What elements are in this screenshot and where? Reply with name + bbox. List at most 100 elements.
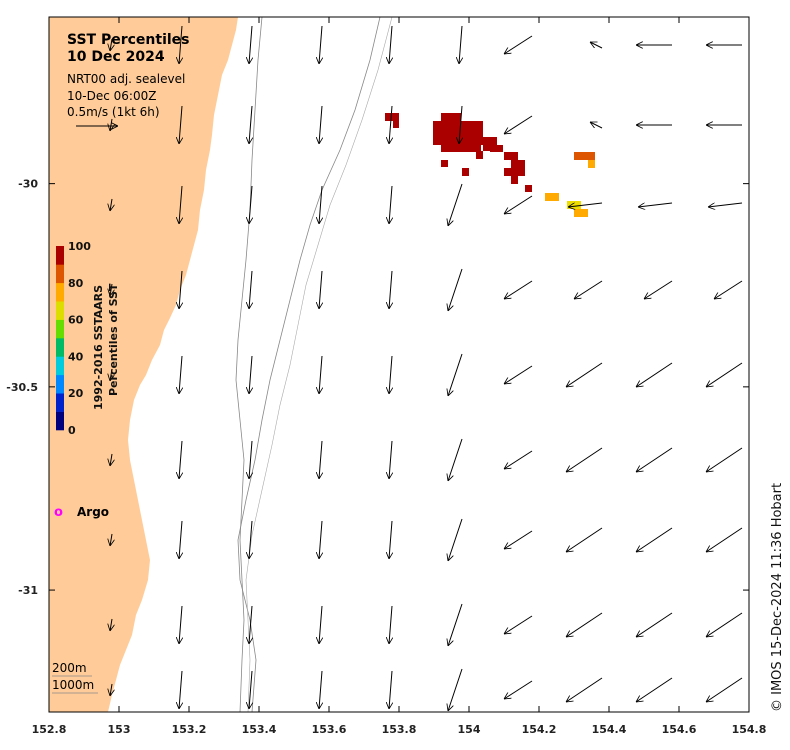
current-arrow [179,605,182,644]
current-arrow [590,121,603,129]
colorbar-swatch [56,246,64,265]
current-arrow [504,115,533,134]
current-arrow [110,618,112,631]
sst-cell [511,176,518,184]
colorbar-swatch [56,374,64,394]
x-tick-label: 153.6 [312,723,347,736]
current-arrow [459,105,462,144]
y-tick-label: -30.5 [6,381,38,394]
current-arrow [504,365,533,384]
current-arrow [706,362,743,387]
colorbar-swatch [56,301,64,320]
sst-cell [504,152,518,160]
colorbar-tick-label: 100 [68,240,91,253]
current-arrow [249,670,252,709]
current-arrow [319,670,322,709]
current-arrow [249,270,252,309]
current-arrow [319,270,322,309]
current-arrow [179,25,182,64]
current-arrow [504,280,533,299]
current-arrow [319,440,322,479]
isobath-label-200: 200m [52,661,87,675]
current-arrow [706,612,743,637]
current-arrow [459,25,462,64]
x-tick-label: 154.2 [522,723,557,736]
current-arrow [504,195,533,214]
current-arrow [319,520,322,559]
x-axis: 152.8 153 153.2 153.4 153.6 153.8 154 154.2 154.… [32,17,767,736]
colorbar-swatch [56,356,64,376]
current-arrow [389,355,392,394]
current-arrow [566,447,603,472]
current-arrow [389,605,392,644]
colorbar-tick-label: 80 [68,277,84,290]
land-mass [49,17,238,712]
current-arrow [389,270,392,309]
x-tick-label: 154.4 [592,723,627,736]
colorbar-tick-label: 40 [68,350,84,363]
x-tick-label: 154.8 [732,723,767,736]
current-arrow [179,355,182,394]
colorbar-swatch [56,338,64,357]
x-tick-label: 154.6 [662,723,697,736]
current-arrow [590,41,603,49]
sst-cell [574,209,588,217]
x-tick-label: 153.8 [382,723,417,736]
current-arrow [714,280,743,299]
current-vectors [110,25,743,711]
x-tick-label: 152.8 [32,723,67,736]
current-arrow [319,185,322,224]
current-arrow [110,283,112,296]
current-arrow [110,683,112,696]
sst-cell [433,121,483,145]
current-arrow [644,280,673,299]
current-arrow [319,105,322,144]
x-tick-label: 153.4 [242,723,277,736]
current-arrow [636,362,673,387]
current-arrow [110,453,112,466]
current-arrow [249,520,252,559]
colorbar-tick-label: 60 [68,314,84,327]
colorbar-tick-label: 0 [68,424,76,437]
current-arrow [448,268,463,311]
current-arrow [319,605,322,644]
current-arrow [389,440,392,479]
info-scale: 0.5m/s (1kt 6h) [67,105,160,119]
sst-cell [525,185,532,192]
sst-cell [567,201,581,209]
sst-cell [504,168,511,176]
argo-label: Argo [77,505,109,519]
y-tick-label: -31 [18,584,38,597]
current-arrow [319,355,322,394]
argo-marker: o [54,505,63,520]
current-arrow [504,615,533,634]
current-arrow [706,447,743,472]
current-arrow [638,202,673,207]
current-arrow [636,677,673,702]
current-arrow [110,368,112,381]
current-arrow [574,280,603,299]
current-arrow [110,198,112,211]
sst-cell [441,113,461,121]
info-time: 10-Dec 06:00Z [67,89,156,103]
info-product: NRT00 adj. sealevel [67,72,185,86]
current-arrow [636,612,673,637]
sst-cell [588,160,595,168]
current-arrow [389,25,392,64]
y-axis: -30 -30.5 -31 [6,178,749,597]
current-arrow [179,270,182,309]
y-tick-label: -30 [18,178,38,191]
colorbar-swatch [56,411,64,431]
title-line1: SST Percentiles [67,32,190,48]
current-arrow [389,105,392,144]
colorbar-swatch [56,282,64,302]
x-tick-label: 153 [108,723,131,736]
colorbar-title-2: Percentiles of SST [107,283,120,396]
current-arrow [448,438,463,481]
current-arrow [504,35,533,54]
current-arrow [249,25,252,64]
sst-cell [545,193,559,201]
current-arrow [110,533,112,546]
colorbar-swatch [56,393,64,412]
current-arrow [566,677,603,702]
